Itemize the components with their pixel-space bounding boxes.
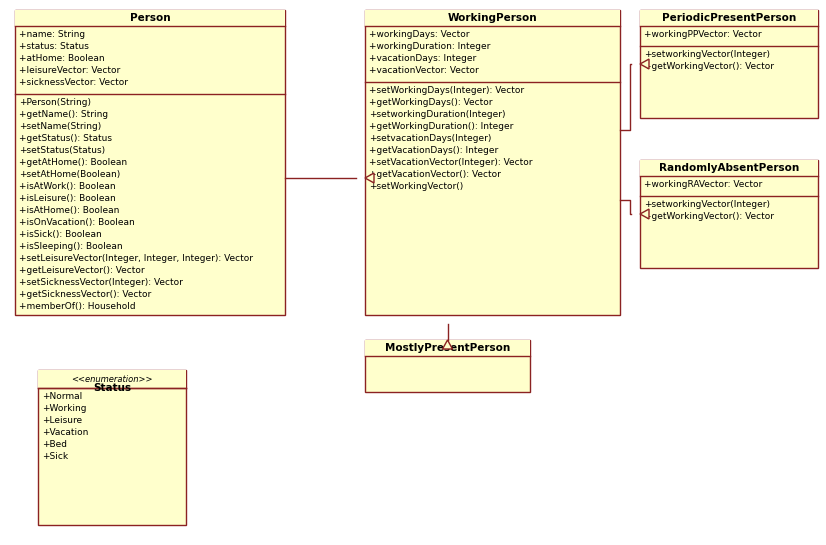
Text: +vacationDays: Integer: +vacationDays: Integer — [369, 54, 477, 63]
Text: +setSicknessVector(Integer): Vector: +setSicknessVector(Integer): Vector — [19, 278, 183, 287]
Text: +getAtHome(): Boolean: +getAtHome(): Boolean — [19, 158, 127, 167]
Bar — [640, 10, 818, 26]
Text: +setLeisureVector(Integer, Integer, Integer): Vector: +setLeisureVector(Integer, Integer, Inte… — [19, 254, 253, 263]
Text: +setworkingVector(Integer): +setworkingVector(Integer) — [644, 50, 770, 59]
Text: +setworkingVector(Integer): +setworkingVector(Integer) — [644, 200, 770, 209]
Bar — [365, 340, 530, 392]
Bar — [38, 370, 186, 388]
Text: +setvacationDays(Integer): +setvacationDays(Integer) — [369, 134, 491, 143]
Text: +getWorkingDuration(): Integer: +getWorkingDuration(): Integer — [369, 122, 514, 131]
Polygon shape — [443, 340, 453, 349]
Text: +isSick(): Boolean: +isSick(): Boolean — [19, 230, 102, 239]
Polygon shape — [640, 59, 649, 69]
Text: +setWorkingDays(Integer): Vector: +setWorkingDays(Integer): Vector — [369, 86, 525, 95]
Text: +getName(): String: +getName(): String — [19, 110, 108, 119]
Text: +isSleeping(): Boolean: +isSleeping(): Boolean — [19, 242, 122, 251]
Text: +getWorkingVector(): Vector: +getWorkingVector(): Vector — [644, 212, 774, 221]
Text: Person: Person — [130, 13, 170, 23]
Text: +workingDays: Vector: +workingDays: Vector — [369, 30, 469, 39]
Text: +getStatus(): Status: +getStatus(): Status — [19, 134, 112, 143]
Bar — [365, 10, 620, 315]
Text: +name: String: +name: String — [19, 30, 85, 39]
Text: +setVacationVector(Integer): Vector: +setVacationVector(Integer): Vector — [369, 158, 533, 167]
Text: +getSicknessVector(): Vector: +getSicknessVector(): Vector — [19, 290, 151, 299]
Text: +getVacationDays(): Integer: +getVacationDays(): Integer — [369, 146, 498, 155]
Bar — [640, 160, 818, 176]
Text: +setworkingDuration(Integer): +setworkingDuration(Integer) — [369, 110, 506, 119]
Text: +Bed: +Bed — [42, 440, 67, 449]
Text: +memberOf(): Household: +memberOf(): Household — [19, 302, 135, 311]
Text: +sicknessVector: Vector: +sicknessVector: Vector — [19, 78, 128, 87]
Bar — [640, 10, 818, 118]
Bar — [15, 10, 285, 26]
Text: +setStatus(Status): +setStatus(Status) — [19, 146, 105, 155]
Text: MostlyPresentPerson: MostlyPresentPerson — [385, 343, 510, 353]
Text: +isLeisure(): Boolean: +isLeisure(): Boolean — [19, 194, 116, 203]
Bar — [15, 10, 285, 315]
Text: +workingRAVector: Vector: +workingRAVector: Vector — [644, 180, 762, 189]
Text: +setName(String): +setName(String) — [19, 122, 102, 131]
Text: +Vacation: +Vacation — [42, 428, 88, 437]
Text: WorkingPerson: WorkingPerson — [448, 13, 537, 23]
Bar — [365, 340, 530, 356]
Text: +getLeisureVector(): Vector: +getLeisureVector(): Vector — [19, 266, 145, 275]
Text: +Person(String): +Person(String) — [19, 98, 91, 107]
Text: +atHome: Boolean: +atHome: Boolean — [19, 54, 105, 63]
Text: +Sick: +Sick — [42, 452, 68, 461]
Text: +setAtHome(Boolean): +setAtHome(Boolean) — [19, 170, 121, 179]
Text: +leisureVector: Vector: +leisureVector: Vector — [19, 66, 121, 75]
Bar — [640, 160, 818, 268]
Polygon shape — [640, 209, 649, 219]
Text: +Leisure: +Leisure — [42, 416, 82, 425]
Bar — [38, 370, 186, 525]
Text: +isAtWork(): Boolean: +isAtWork(): Boolean — [19, 182, 116, 191]
Text: RandomlyAbsentPerson: RandomlyAbsentPerson — [659, 163, 799, 173]
Text: +Working: +Working — [42, 404, 87, 413]
Bar — [365, 10, 620, 26]
Text: +workingPPVector: Vector: +workingPPVector: Vector — [644, 30, 762, 39]
Text: +isOnVacation(): Boolean: +isOnVacation(): Boolean — [19, 218, 135, 227]
Text: +setWorkingVector(): +setWorkingVector() — [369, 182, 463, 191]
Text: +vacationVector: Vector: +vacationVector: Vector — [369, 66, 479, 75]
Text: Status: Status — [93, 383, 131, 393]
Text: +workingDuration: Integer: +workingDuration: Integer — [369, 42, 491, 51]
Text: +status: Status: +status: Status — [19, 42, 89, 51]
Text: PeriodicPresentPerson: PeriodicPresentPerson — [662, 13, 796, 23]
Text: +getWorkingDays(): Vector: +getWorkingDays(): Vector — [369, 98, 492, 107]
Text: <<enumeration>>: <<enumeration>> — [71, 375, 153, 384]
Text: +Normal: +Normal — [42, 392, 83, 401]
Polygon shape — [365, 173, 374, 183]
Text: +getVacationVector(): Vector: +getVacationVector(): Vector — [369, 170, 501, 179]
Text: +isAtHome(): Boolean: +isAtHome(): Boolean — [19, 206, 120, 215]
Text: +getWorkingVector(): Vector: +getWorkingVector(): Vector — [644, 62, 774, 71]
